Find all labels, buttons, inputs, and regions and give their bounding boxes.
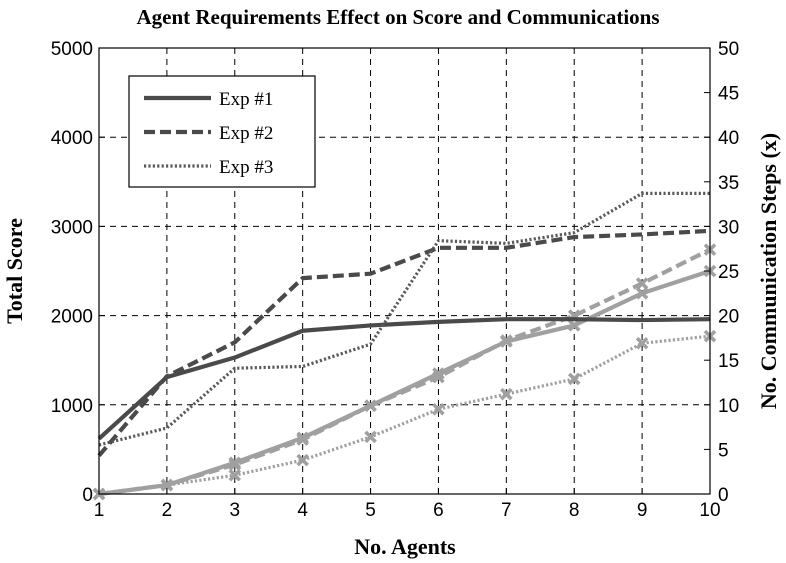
data-point-marker xyxy=(567,319,581,332)
y2-axis-label: No. Communication Steps (x) xyxy=(756,133,781,409)
y-tick-label: 1000 xyxy=(51,396,93,417)
data-point-marker xyxy=(635,277,649,290)
y-tick-label: 2000 xyxy=(51,307,93,328)
legend: Exp #1 Exp #2 Exp #3 xyxy=(128,75,316,188)
marker-stroke xyxy=(228,458,242,471)
data-point-marker xyxy=(160,478,174,492)
x-tick-label: 7 xyxy=(501,500,512,521)
data-point-marker xyxy=(228,468,242,482)
x-tick-label: 9 xyxy=(637,500,648,521)
y-tick-label: 4000 xyxy=(51,128,93,149)
marker-stroke xyxy=(296,453,309,467)
y2-tick-label: 20 xyxy=(718,307,739,328)
y2-tick-label: 10 xyxy=(718,396,739,417)
data-point-marker xyxy=(364,430,377,444)
x-tick-label: 1 xyxy=(94,500,105,521)
x-tick-label: 6 xyxy=(433,500,444,521)
series-line-exp-3 xyxy=(98,191,710,447)
y2-tick-label: 45 xyxy=(718,84,739,105)
series-layer xyxy=(92,191,717,501)
chart-title: Agent Requirements Effect on Score and C… xyxy=(136,5,659,29)
marker-stroke xyxy=(364,399,377,412)
marker-stroke xyxy=(500,387,513,401)
x-tick-label: 4 xyxy=(297,500,308,521)
series-line-exp-3-communications xyxy=(98,334,711,496)
x-tick-label: 2 xyxy=(162,500,173,521)
marker-stroke xyxy=(432,370,445,384)
data-point-marker xyxy=(635,336,649,350)
data-point-marker xyxy=(432,402,445,416)
marker-stroke xyxy=(500,334,513,347)
y2-tick-label: 35 xyxy=(718,173,739,194)
data-point-marker xyxy=(228,458,242,471)
y2-tick-label: 40 xyxy=(718,128,739,149)
marker-stroke xyxy=(635,277,649,290)
data-point-marker xyxy=(296,433,309,446)
y-axis-label: Total Score xyxy=(2,218,27,324)
series-line-exp-2 xyxy=(97,228,711,458)
marker-stroke xyxy=(364,430,377,444)
data-point-marker xyxy=(567,372,581,386)
legend-label: Exp #2 xyxy=(219,123,273,144)
series-line-exp-1 xyxy=(97,317,711,441)
legend-label: Exp #1 xyxy=(219,89,273,110)
x-tick-label: 3 xyxy=(229,500,240,521)
data-point-marker xyxy=(432,370,445,384)
y2-tick-label: 30 xyxy=(718,217,739,238)
y2-tick-label: 0 xyxy=(718,485,729,506)
data-point-marker xyxy=(296,453,309,467)
marker-stroke xyxy=(228,468,242,482)
series-line-exp-1-communications xyxy=(98,269,711,497)
y-tick-label: 5000 xyxy=(51,39,93,60)
data-point-marker xyxy=(500,387,513,401)
y2-tick-label: 25 xyxy=(718,262,739,283)
marker-stroke xyxy=(160,478,174,492)
data-point-marker xyxy=(635,287,649,300)
y2-tick-label: 5 xyxy=(718,440,729,461)
y2-tick-label: 50 xyxy=(718,39,739,60)
marker-stroke xyxy=(432,402,445,416)
y2-tick-label: 15 xyxy=(718,351,739,372)
series-line-exp-2-communications xyxy=(98,247,711,497)
marker-stroke xyxy=(635,336,649,350)
marker-stroke xyxy=(296,433,309,446)
y-tick-label: 3000 xyxy=(51,217,93,238)
data-point-marker xyxy=(364,399,377,412)
grid xyxy=(99,48,710,494)
ticks: 1 2 3 4 5 6 7 8 9 1001000200030004000500005101520… xyxy=(51,39,739,521)
legend-label: Exp #3 xyxy=(219,157,273,178)
data-point-marker xyxy=(500,334,513,347)
marker-stroke xyxy=(567,372,581,386)
marker-stroke xyxy=(567,319,581,332)
x-tick-label: 10 xyxy=(699,500,720,521)
x-tick-label: 8 xyxy=(569,500,580,521)
y-tick-label: 0 xyxy=(82,485,93,506)
x-tick-label: 5 xyxy=(365,500,376,521)
marker-stroke xyxy=(635,287,649,300)
x-axis-label: No. Agents xyxy=(354,534,456,559)
